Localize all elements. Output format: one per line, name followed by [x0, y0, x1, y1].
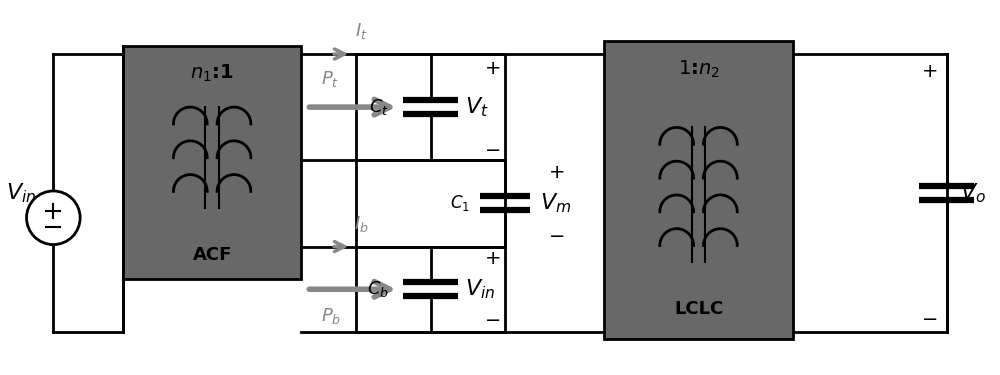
Text: $C_1$: $C_1$: [450, 194, 470, 213]
Text: $C_t$: $C_t$: [369, 97, 389, 117]
Text: $n_1$:1: $n_1$:1: [190, 63, 234, 84]
Text: $P_t$: $P_t$: [321, 69, 340, 89]
Text: $V_t$: $V_t$: [465, 95, 489, 119]
Text: ACF: ACF: [192, 246, 232, 264]
Text: $I_b$: $I_b$: [354, 214, 368, 234]
Text: $V_{in}$: $V_{in}$: [465, 278, 496, 301]
Text: $+$: $+$: [548, 163, 565, 182]
Text: $-$: $-$: [484, 139, 500, 158]
Text: $P_b$: $P_b$: [321, 306, 342, 326]
Text: $I_t$: $I_t$: [355, 21, 367, 41]
Circle shape: [27, 191, 80, 244]
Text: $V_m$: $V_m$: [540, 192, 571, 215]
Text: $-$: $-$: [548, 225, 565, 244]
Text: $1$:$n_2$: $1$:$n_2$: [678, 58, 719, 80]
Text: $V_{in}$: $V_{in}$: [6, 181, 37, 205]
Text: $-$: $-$: [484, 309, 500, 327]
Text: $C_b$: $C_b$: [367, 279, 389, 299]
Text: $+$: $+$: [484, 249, 500, 268]
Bar: [123, 46, 301, 279]
Text: LCLC: LCLC: [674, 300, 723, 318]
Text: $V_o$: $V_o$: [960, 181, 986, 205]
Bar: [604, 41, 793, 339]
Text: $+$: $+$: [921, 62, 937, 81]
Text: $+$: $+$: [484, 59, 500, 78]
Text: $-$: $-$: [921, 308, 937, 327]
